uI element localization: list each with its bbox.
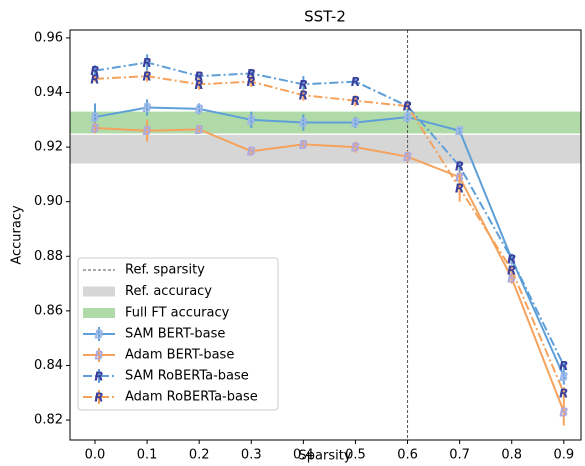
marker: R — [195, 78, 204, 92]
marker: R — [455, 160, 464, 174]
marker: B — [143, 101, 152, 115]
marker: R — [559, 386, 568, 400]
plot-frame — [69, 29, 582, 441]
x-tick-label: 0.8 — [501, 448, 522, 463]
marker: R — [195, 70, 204, 84]
marker: R — [90, 72, 99, 86]
marker: B — [299, 138, 308, 152]
x-tick-label: 0.4 — [293, 448, 314, 463]
marker: B — [351, 141, 360, 155]
marker: R — [403, 100, 412, 114]
series-line — [94, 75, 565, 394]
legend-label: Ref. sparsity — [125, 263, 205, 278]
marker: B — [299, 116, 308, 130]
marker: R — [351, 94, 360, 108]
x-tick-label: 0.9 — [553, 448, 574, 463]
y-tick-label: 0.96 — [34, 30, 63, 45]
legend-label: Adam RoBERTa-base — [125, 390, 258, 405]
marker: B — [455, 124, 464, 138]
x-tick-label: 0.6 — [397, 448, 418, 463]
legend-label: SAM RoBERTa-base — [125, 369, 249, 384]
y-tick-label: 0.94 — [34, 85, 63, 100]
marker: B — [90, 111, 99, 125]
legend-symbol — [83, 308, 115, 318]
marker: B — [403, 111, 412, 125]
x-tick-label: 0.5 — [345, 448, 366, 463]
y-tick-label: 0.90 — [34, 194, 63, 209]
legend-label: SAM BERT-base — [125, 327, 225, 342]
marker: R — [507, 263, 516, 277]
legend-marker: R — [94, 370, 103, 384]
legend-symbol — [83, 286, 115, 297]
marker: R — [299, 78, 308, 92]
band — [70, 134, 581, 164]
marker: R — [299, 89, 308, 103]
marker: R — [247, 67, 256, 81]
marker: B — [559, 405, 568, 419]
chart-title: SST-2 — [304, 8, 346, 26]
legend-marker: B — [94, 328, 103, 342]
legend: Ref. sparsity Ref. accuracy Full FT accura… — [77, 257, 279, 411]
x-tick-label: 0.3 — [241, 448, 262, 463]
y-axis-label: Accuracy — [10, 205, 25, 265]
marker: B — [507, 272, 516, 286]
legend-marker: R — [94, 391, 103, 405]
legend-label: Adam BERT-base — [125, 348, 234, 363]
marker: R — [351, 75, 360, 89]
legend-box — [77, 257, 279, 411]
marker: B — [195, 102, 204, 116]
marker: R — [559, 359, 568, 373]
y-tick-label: 0.86 — [34, 303, 63, 318]
legend-label: Full FT accuracy — [125, 306, 230, 321]
y-tick-label: 0.92 — [34, 140, 63, 155]
x-tick-label: 0.1 — [137, 448, 158, 463]
marker: B — [143, 124, 152, 138]
marker: B — [351, 116, 360, 130]
marker: B — [403, 150, 412, 164]
x-axis-label: Sparsity — [299, 449, 352, 464]
marker: R — [507, 253, 516, 267]
legend-label: Ref. accuracy — [125, 284, 212, 299]
marker: R — [142, 56, 151, 70]
x-tick-label: 0.2 — [189, 448, 210, 463]
y-tick-label: 0.84 — [34, 358, 63, 373]
marker: B — [247, 113, 256, 127]
y-tick-label: 0.82 — [34, 413, 63, 428]
marker: B — [195, 123, 204, 137]
marker: B — [247, 145, 256, 159]
legend-marker: B — [94, 349, 103, 363]
series-line — [94, 106, 565, 377]
marker: B — [90, 121, 99, 135]
y-tick-label: 0.88 — [34, 249, 63, 264]
x-tick-label: 0.0 — [85, 448, 106, 463]
marker: R — [142, 70, 151, 84]
x-tick-label: 0.7 — [449, 448, 470, 463]
marker: B — [559, 370, 568, 384]
series-line — [94, 61, 565, 366]
marker: R — [247, 75, 256, 89]
marker: R — [455, 182, 464, 196]
marker: R — [90, 64, 99, 78]
